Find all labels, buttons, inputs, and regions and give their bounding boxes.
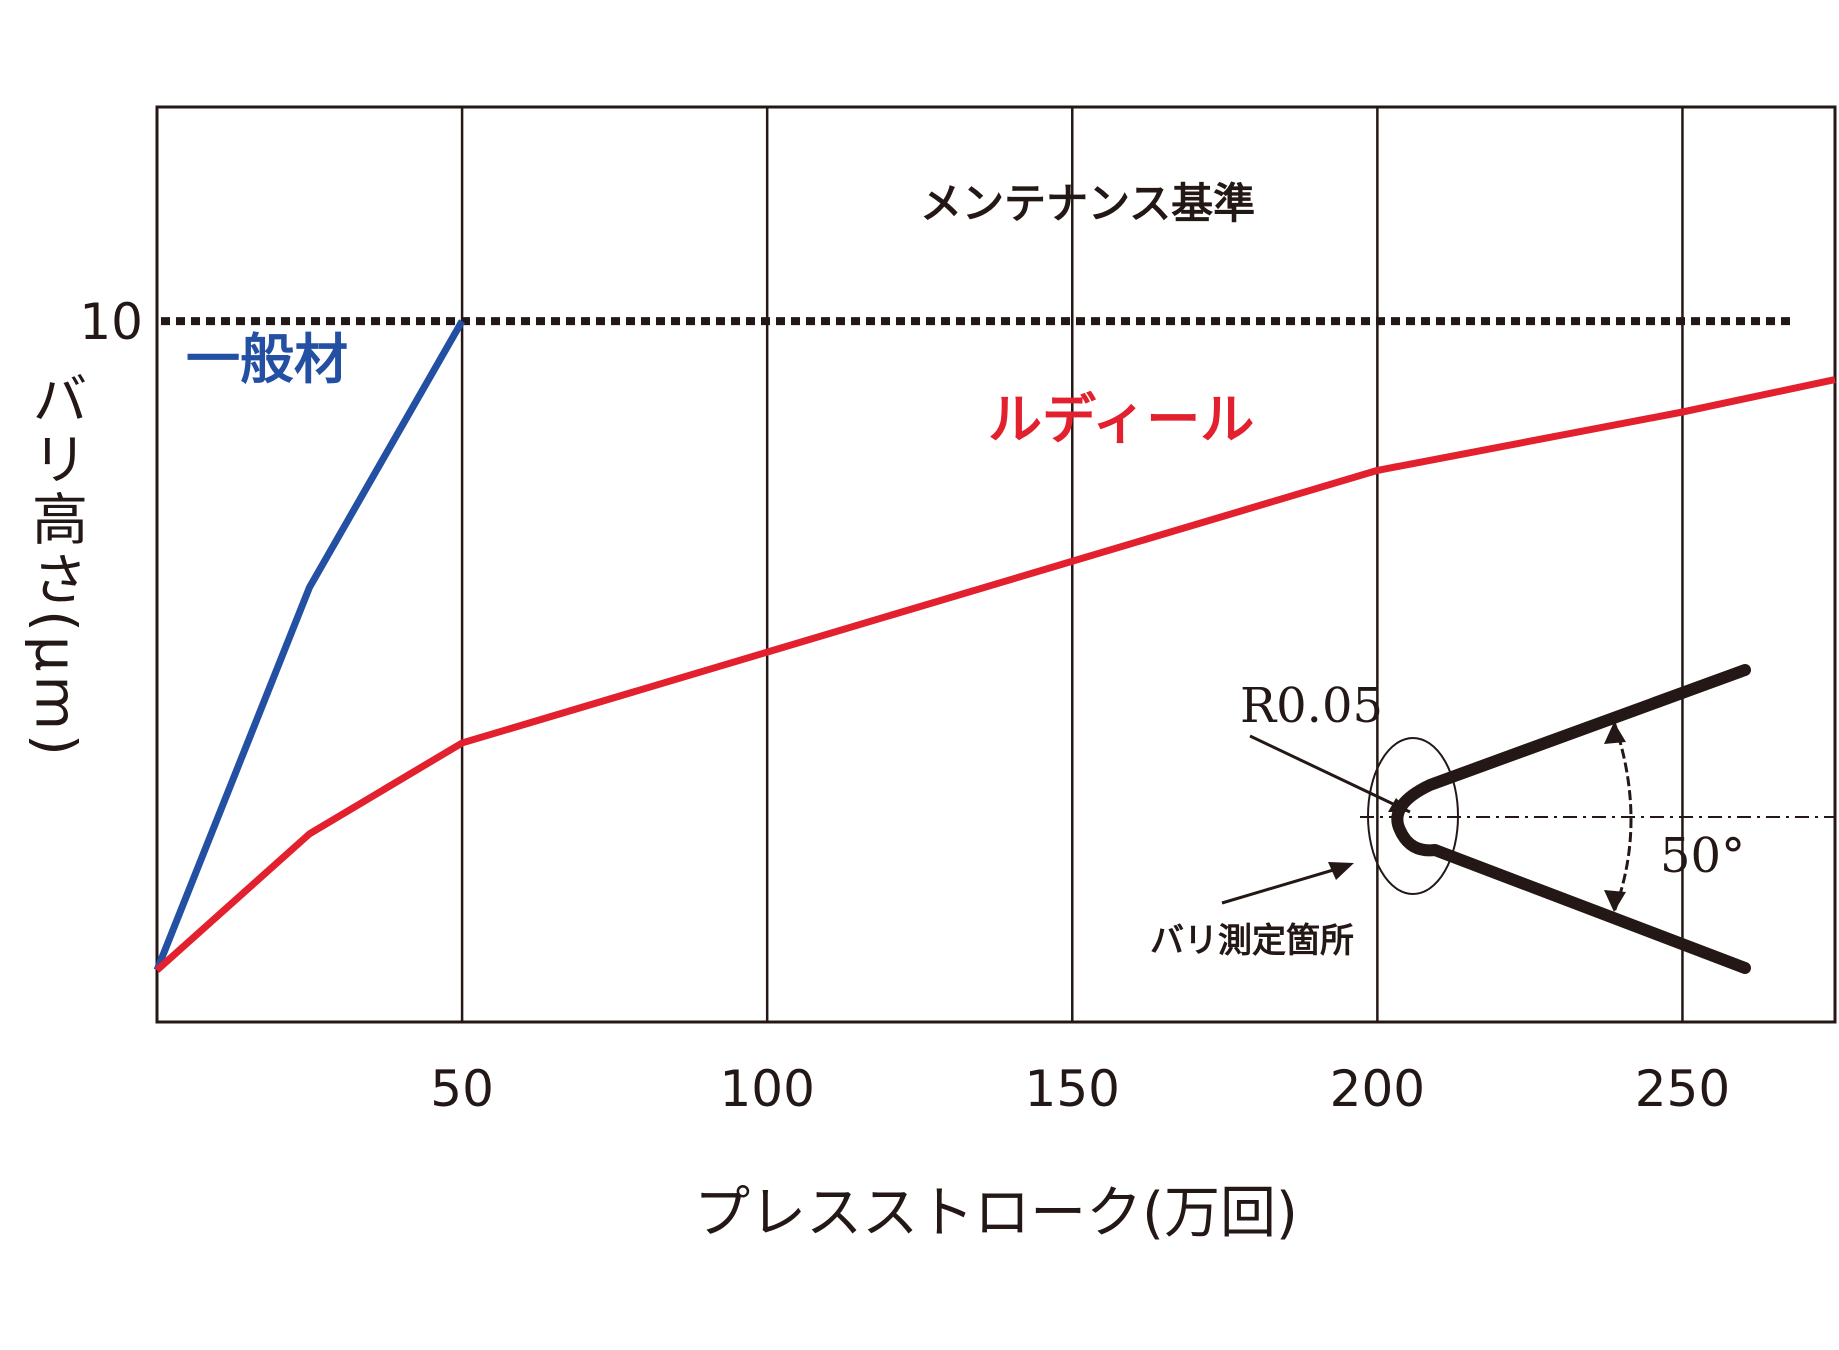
- x-tick-labels: 50 100 150 200 250: [430, 1060, 1730, 1118]
- blade-inset: R0.05 50° バリ測定箇所: [1150, 664, 1835, 974]
- x-tick-label: 50: [430, 1060, 494, 1118]
- y-tick-label: 10: [79, 293, 143, 351]
- x-tick-label: 100: [719, 1060, 814, 1118]
- series-line-general-material: [153, 319, 466, 972]
- measurement-ellipse: [1367, 737, 1459, 895]
- series-label-general-material: 一般材: [186, 328, 348, 391]
- angle-arc: [1612, 721, 1633, 913]
- x-tick-label: 200: [1330, 1060, 1425, 1118]
- angle-label: 50°: [1660, 828, 1745, 884]
- y-axis-title: バリ高さ(μm): [23, 370, 88, 760]
- x-axis-title: プレスストローク(万回): [694, 1181, 1298, 1246]
- maintenance-reference-label: メンテナンス基準: [920, 179, 1255, 228]
- radius-label: R0.05: [1240, 678, 1383, 734]
- x-tick-label: 150: [1025, 1060, 1120, 1118]
- plot-frame: [155, 105, 1837, 1024]
- series-line-rudeal: [154, 376, 1836, 973]
- blade-outline: [1391, 664, 1751, 974]
- series-label-rudeal: ルディール: [988, 388, 1254, 451]
- measurement-location-label: バリ測定箇所: [1150, 921, 1354, 961]
- x-tick-label: 250: [1635, 1060, 1730, 1118]
